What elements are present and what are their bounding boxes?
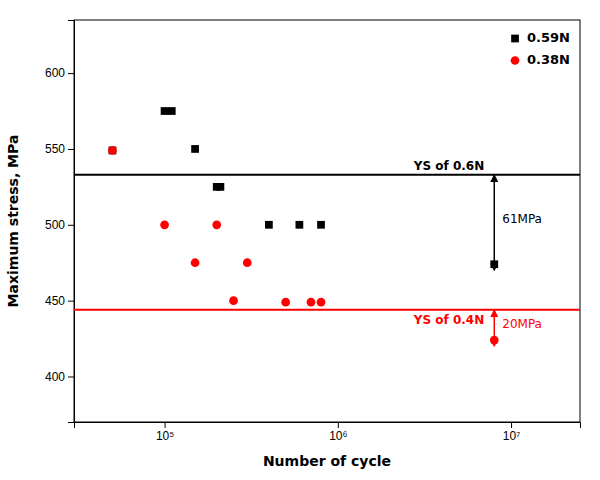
legend-item: 0.38N <box>511 52 570 67</box>
y-axis-tick-mark <box>68 376 74 377</box>
x-axis-tick: 10⁶ <box>329 422 347 443</box>
y-axis-tick: 500 <box>45 218 74 232</box>
point <box>229 296 238 305</box>
annotation-arrow <box>494 175 496 265</box>
y-axis-tick-label: 500 <box>45 218 65 232</box>
series <box>108 146 499 344</box>
point <box>490 336 499 345</box>
y-axis-tick-mark <box>68 301 74 302</box>
x-axis-title: Number of cycle <box>263 453 391 469</box>
plot: 10⁵10⁶10⁷400450500550600YS of 0.6NYS of … <box>45 20 581 443</box>
point <box>191 145 199 153</box>
x-axis-tick: 10⁷ <box>503 422 521 443</box>
annotation-arrow <box>494 310 496 340</box>
legend-marker <box>511 56 520 65</box>
y-axis: 400 450 500 550 600 <box>45 21 75 423</box>
reference-line <box>74 174 580 176</box>
y-axis-tick-mark <box>68 225 74 226</box>
annotation-label: 20MPa <box>502 317 542 331</box>
plot-frame <box>74 20 580 422</box>
annotation-label: 61MPa <box>502 212 542 226</box>
point <box>108 146 117 155</box>
y-axis-tick: 550 <box>45 142 74 156</box>
x-axis-tick: 10⁵ <box>156 422 174 443</box>
y-axis-tick-label: 400 <box>45 370 65 384</box>
x-axis-tick-label: 10⁷ <box>503 429 521 443</box>
reference-line-label: YS of 0.4N <box>413 313 484 327</box>
x-axis-line <box>75 423 581 429</box>
point <box>243 258 252 267</box>
legend-label: 0.38N <box>527 52 570 67</box>
point <box>490 260 498 268</box>
reference-line-label: YS of 0.6N <box>413 159 484 173</box>
annotations: YS of 0.6N YS of 0.4N 61MPa 20MPa <box>413 159 542 332</box>
point <box>317 298 326 307</box>
y-axis-tick: 450 <box>45 294 74 308</box>
x-axis-tick-label: 10⁶ <box>329 429 347 443</box>
point <box>212 220 221 229</box>
point <box>317 221 325 229</box>
point <box>160 220 169 229</box>
point <box>265 221 273 229</box>
point <box>161 107 169 115</box>
y-axis-tick-mark <box>68 73 74 74</box>
legend-label: 0.59N <box>527 30 570 45</box>
y-axis-tick: 600 <box>45 66 74 80</box>
point <box>109 147 117 155</box>
legend: 0.59N 0.38N <box>511 30 570 67</box>
x-axis-tick-mark <box>165 422 166 428</box>
x-axis-tick-mark <box>511 422 512 428</box>
marks <box>74 107 580 344</box>
legend-marker <box>511 35 519 43</box>
x-axis-tick-mark <box>338 422 339 428</box>
y-axis-title: Maximum stress, MPa <box>5 135 21 308</box>
y-axis-tick: 400 <box>45 370 74 384</box>
reference-line <box>74 309 580 311</box>
x-axis: 10⁵ 10⁶ 10⁷ <box>75 422 581 443</box>
point <box>217 183 225 191</box>
y-axis-tick-label: 550 <box>45 142 65 156</box>
y-axis-tick-label: 450 <box>45 294 65 308</box>
legend-item: 0.59N <box>511 30 570 45</box>
y-axis-tick-mark <box>68 149 74 150</box>
point <box>296 221 304 229</box>
y-axis-line <box>68 21 75 423</box>
point <box>168 107 176 115</box>
point <box>191 258 200 267</box>
x-axis-tick-label: 10⁵ <box>156 429 174 443</box>
chart: 10⁵10⁶10⁷400450500550600YS of 0.6NYS of … <box>0 0 600 480</box>
y-axis-tick-label: 600 <box>45 66 65 80</box>
point <box>307 298 316 307</box>
point <box>281 298 290 307</box>
series <box>109 107 499 268</box>
